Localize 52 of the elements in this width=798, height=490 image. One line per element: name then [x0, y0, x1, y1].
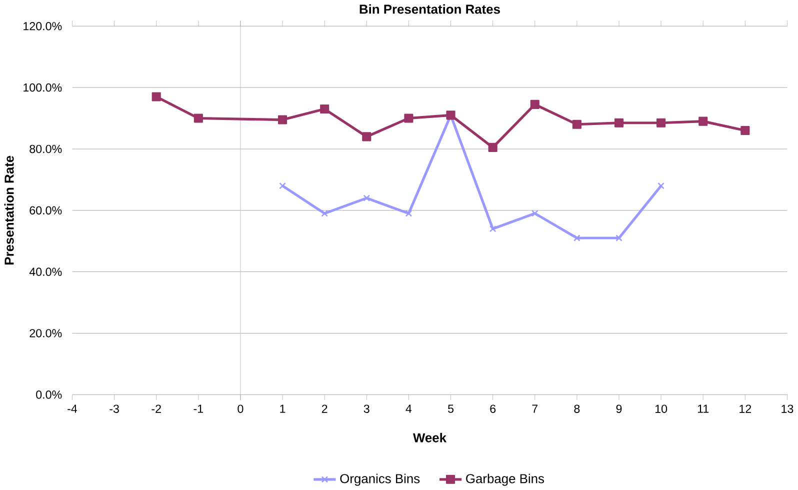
- point: [279, 182, 286, 190]
- x-axis-title: Week: [412, 432, 447, 442]
- y-tick-label: 120.0%: [24, 22, 62, 30]
- point: [656, 118, 666, 128]
- point: [614, 118, 624, 128]
- x-tick-label: 9: [616, 404, 622, 413]
- y-tick-label: 60.0%: [30, 206, 62, 214]
- point: [362, 132, 372, 142]
- point: [194, 114, 203, 123]
- point: [488, 142, 498, 152]
- point: [574, 234, 580, 242]
- point: [698, 116, 708, 126]
- point: [530, 100, 540, 109]
- point: [740, 126, 750, 135]
- x-tick-label: 12: [740, 404, 752, 413]
- point: [658, 182, 664, 190]
- point: [320, 104, 330, 114]
- x-tick-label: 10: [655, 404, 668, 413]
- point: [531, 210, 538, 217]
- legend-label: Organics Bins: [340, 474, 420, 486]
- point: [363, 194, 370, 202]
- point: [404, 114, 414, 123]
- point: [321, 210, 328, 217]
- x-tick-label: 1: [280, 404, 286, 413]
- x-tick-label: 4: [406, 404, 412, 413]
- point: [278, 115, 288, 124]
- chart-title: Bin Presentation Rates: [360, 4, 500, 14]
- x-tick-label: 3: [364, 404, 370, 413]
- point: [489, 225, 496, 232]
- y-tick-label: 80.0%: [30, 144, 62, 153]
- y-tick-label: 20.0%: [30, 328, 62, 338]
- y-tick-label: 0.0%: [36, 390, 62, 399]
- x-tick-label: 6: [490, 404, 496, 413]
- x-tick-label: -3: [110, 404, 119, 413]
- x-tick-label: -1: [194, 404, 204, 413]
- y-axis-title: Presentation Rate: [4, 156, 14, 264]
- x-tick-label: 2: [322, 404, 328, 413]
- y-tick-label: 100.0%: [24, 83, 62, 92]
- point: [572, 120, 582, 129]
- x-tick-label: 5: [448, 404, 454, 413]
- x-tick-label: 11: [698, 404, 709, 413]
- x-tick-label: 0: [238, 404, 244, 413]
- x-tick-label: -4: [68, 404, 78, 413]
- y-tick-label: 40.0%: [29, 268, 62, 276]
- point: [616, 234, 622, 242]
- x-tick-label: 7: [532, 404, 538, 413]
- x-tick-label: -2: [152, 404, 161, 413]
- point: [405, 210, 412, 217]
- point: [152, 92, 161, 102]
- x-tick-label: 8: [574, 404, 580, 413]
- legend-label: Garbage Bins: [466, 474, 544, 486]
- x-tick-label: 13: [782, 404, 794, 413]
